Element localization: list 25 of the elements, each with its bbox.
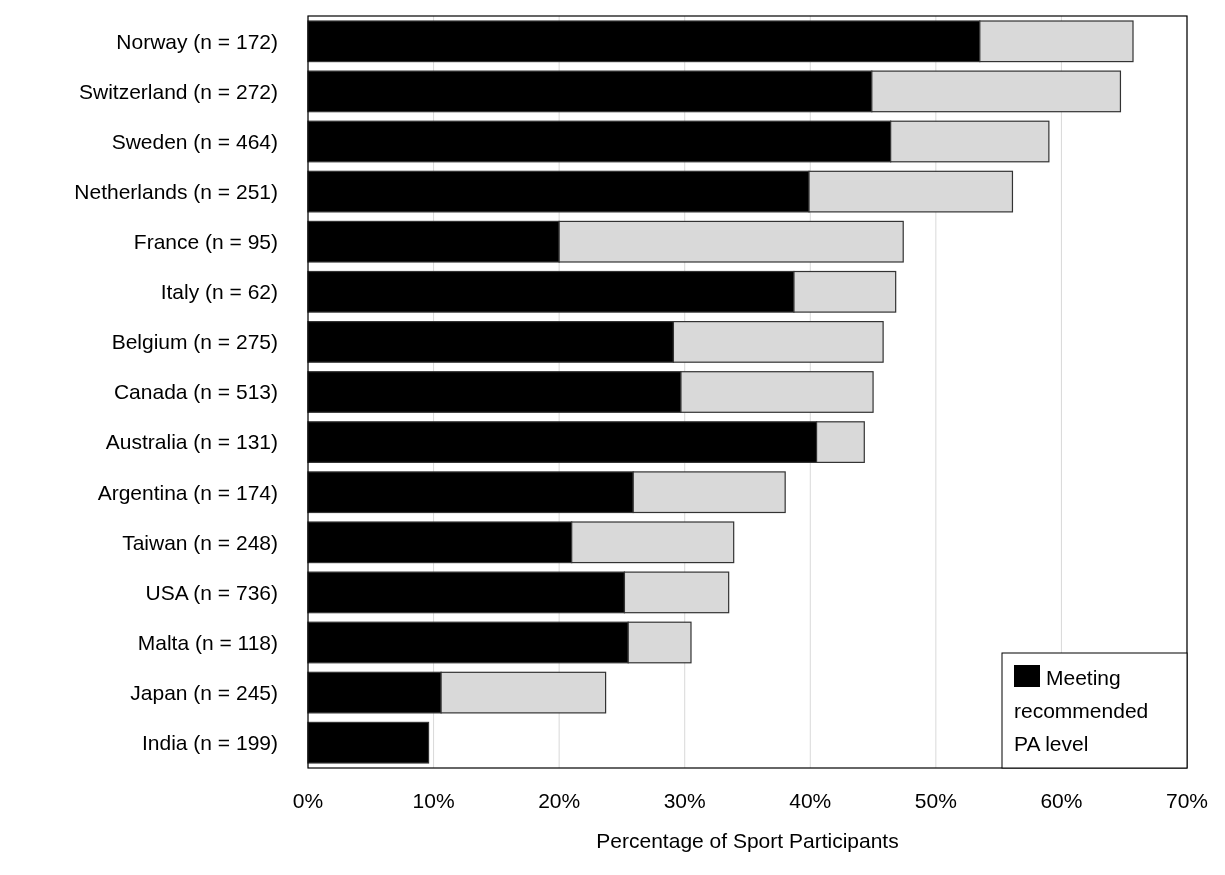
x-tick-label: 50% [914,789,957,812]
y-tick-label: USA (n = 736) [145,580,278,604]
y-tick-label: Switzerland (n = 272) [78,79,278,103]
y-tick-label: Netherlands (n = 251) [74,179,278,203]
x-tick-label: 60% [1040,789,1083,812]
x-tick-label: 30% [663,789,706,812]
y-tick-label: Sweden (n = 464) [111,129,278,153]
x-tick-label: 70% [1165,789,1209,812]
y-tick-label: Taiwan (n = 248) [122,530,278,554]
x-tick-label: 10% [412,789,455,812]
y-tick-label: Argentina (n = 174) [97,480,278,504]
y-tick-label: Italy (n = 62) [160,280,278,304]
x-axis-title: Percentage of Sport Participants [596,829,899,852]
y-tick-label: Australia (n = 131) [105,430,278,454]
legend-label: Meeting recommended PA level [1014,666,1149,755]
y-tick-label: Belgium (n = 275) [111,330,278,354]
y-tick-label: Malta (n = 118) [137,630,278,654]
x-tick-label: 20% [538,789,581,812]
x-tick-label: 40% [789,789,832,812]
y-tick-label: France (n = 95) [133,230,278,254]
y-tick-label: Canada (n = 513) [113,380,278,404]
y-tick-label: Japan (n = 245) [130,680,278,704]
y-tick-label: Norway (n = 172) [116,29,278,53]
y-tick-label: India (n = 199) [141,731,278,755]
x-tick-label: 0% [292,789,324,812]
